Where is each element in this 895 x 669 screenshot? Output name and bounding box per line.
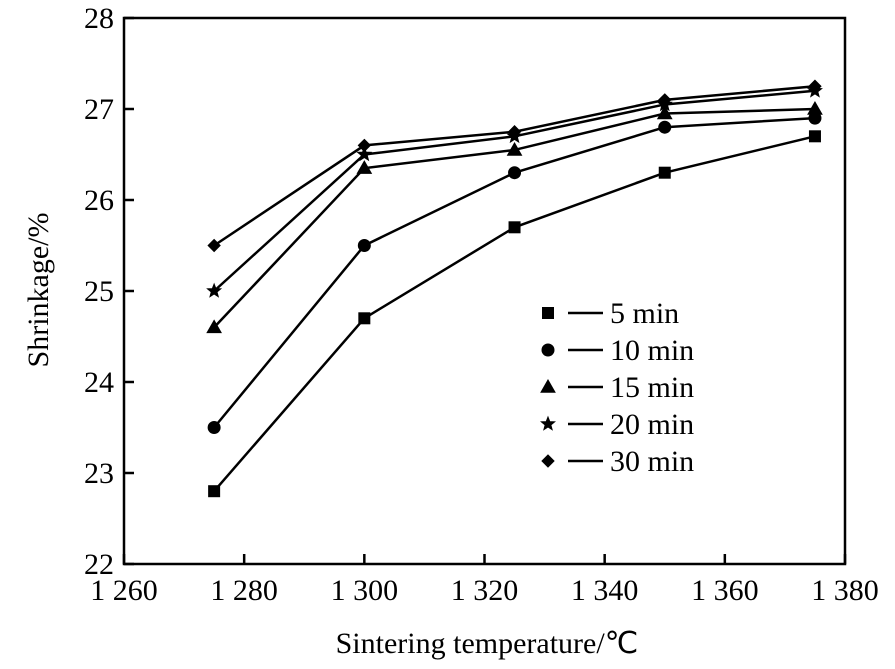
series-line (213, 116, 816, 429)
data-point (508, 221, 521, 234)
legend-marker (541, 343, 555, 357)
y-tick-label: 26 (84, 184, 114, 217)
y-tick-label: 25 (84, 275, 114, 308)
x-tick-label: 1 320 (451, 574, 519, 607)
series-5-min (208, 130, 821, 498)
legend-entry: 15 min (540, 371, 694, 404)
data-point (656, 105, 673, 120)
series-line (213, 89, 816, 292)
data-point (207, 421, 221, 434)
legend-entry: 30 min (541, 445, 694, 478)
x-tick-label: 1 280 (210, 574, 278, 607)
legend-entry: 10 min (541, 334, 694, 367)
data-point (206, 319, 222, 334)
y-tick-label: 28 (84, 2, 114, 35)
axes (122, 16, 847, 566)
data-point (207, 238, 221, 253)
x-tick-label: 1 260 (90, 574, 158, 607)
y-tick-label: 22 (84, 548, 114, 581)
ticks: 1 260 1 280 1 300 1 320 1 340 1 360 1 380 22 23 2… (84, 2, 879, 607)
legend-marker (540, 378, 556, 393)
series-15-min (206, 100, 823, 334)
data-point (206, 282, 223, 298)
legend-marker (540, 415, 556, 431)
y-tick-label: 27 (84, 93, 114, 126)
series-20-min (206, 82, 823, 298)
data-point (208, 485, 221, 498)
x-axis-title: Sintering temperature/℃ (336, 627, 639, 660)
data-point (808, 79, 822, 93)
data-point (658, 93, 672, 107)
x-tick-label: 1 360 (691, 574, 759, 607)
plot-frame (122, 16, 847, 566)
legend-label: 15 min (610, 371, 694, 404)
legend: 5 min 10 min 15 min 20 min 30 min (540, 297, 694, 478)
y-tick-label: 24 (84, 366, 114, 399)
series-30-min (207, 79, 822, 253)
y-tick-label: 23 (84, 457, 114, 490)
legend-label: 5 min (610, 297, 679, 330)
x-tick-label: 1 380 (811, 574, 879, 607)
x-tick-label: 1 340 (571, 574, 639, 607)
legend-label: 20 min (610, 408, 694, 441)
series-layer (206, 79, 823, 498)
data-point (356, 160, 373, 174)
data-point (506, 141, 523, 156)
series-line (213, 107, 815, 329)
data-point (356, 146, 373, 162)
legend-entry: 20 min (540, 408, 694, 441)
series-10-min (207, 111, 822, 434)
data-point (658, 120, 672, 134)
data-point (808, 130, 821, 143)
data-point (358, 312, 371, 325)
y-axis-title: Shrinkage/% (22, 213, 55, 368)
legend-marker (541, 454, 555, 468)
legend-marker (542, 307, 554, 319)
data-point (357, 239, 371, 252)
data-point (807, 100, 823, 115)
legend-label: 30 min (610, 445, 694, 478)
legend-label: 10 min (610, 334, 694, 367)
data-point (508, 166, 522, 180)
data-point (658, 166, 671, 179)
series-line (213, 135, 816, 493)
data-point (507, 125, 522, 139)
data-point (357, 138, 372, 153)
legend-entry: 5 min (542, 297, 679, 330)
x-tick-label: 1 300 (331, 574, 399, 607)
